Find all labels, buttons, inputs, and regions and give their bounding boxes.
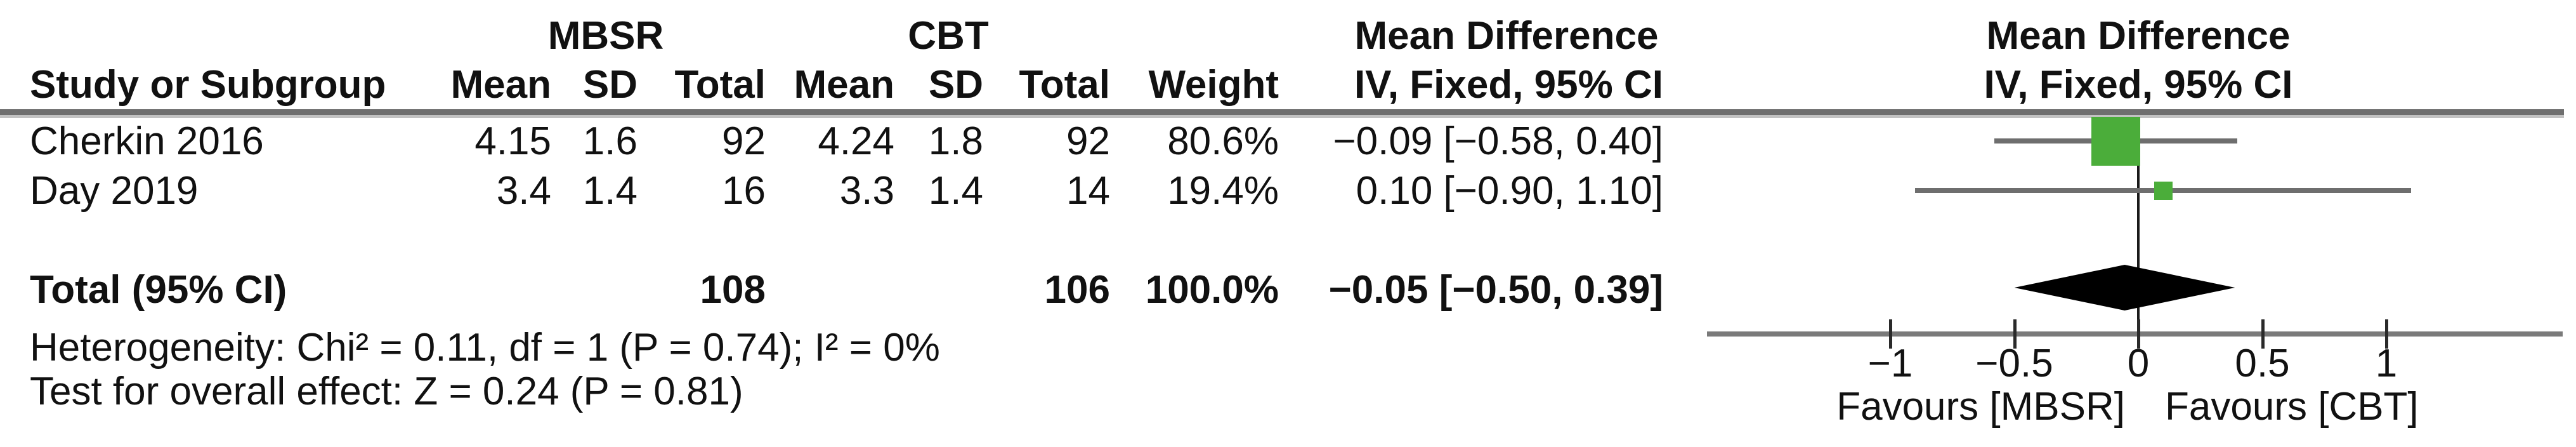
group2-total-value: 92: [1066, 119, 1110, 163]
total-row-label: Total (95% CI): [30, 268, 287, 312]
group2-mean-value: 4.24: [818, 119, 894, 163]
effect-estimate-text: −0.09 [−0.58, 0.40]: [1333, 119, 1663, 163]
axis-line: [1706, 331, 2563, 337]
group1-sd-header: SD: [582, 63, 637, 107]
zero-reference-line: [2137, 118, 2140, 337]
group1-total-value: 16: [722, 169, 766, 213]
pooled-diamond: [2014, 265, 2235, 310]
favours-right-label: Favours [CBT]: [2165, 385, 2419, 429]
study-name: Day 2019: [30, 169, 199, 213]
header-separator-line-shadow: [0, 115, 2564, 118]
study-column-header: Study or Subgroup: [30, 63, 386, 107]
group1-mean-value: 4.15: [474, 119, 551, 163]
effect-estimate-text: 0.10 [−0.90, 1.10]: [1356, 169, 1663, 213]
group2-header: CBT: [908, 14, 989, 58]
effect-header-left-line2: IV, Fixed, 95% CI: [1354, 63, 1663, 107]
weight-value: 80.6%: [1167, 119, 1279, 163]
weight-column-header: Weight: [1148, 63, 1279, 107]
header-separator-line: [0, 109, 2564, 115]
group2-mean-header: Mean: [794, 63, 894, 107]
group1-grand-total: 108: [700, 268, 766, 312]
group2-sd-value: 1.8: [928, 119, 983, 163]
group1-header: MBSR: [547, 14, 664, 58]
axis-tick-label: −1: [1867, 342, 1913, 385]
axis-tick-label: −0.5: [1975, 342, 2053, 385]
group1-sd-value: 1.6: [582, 119, 637, 163]
axis-tick: [2137, 319, 2140, 349]
group2-mean-value: 3.3: [839, 169, 894, 213]
effect-header-right-line2: IV, Fixed, 95% CI: [1984, 63, 2293, 107]
axis-tick: [1889, 319, 1892, 349]
group1-mean-header: Mean: [450, 63, 551, 107]
overall-effect-note: Test for overall effect: Z = 0.24 (P = 0…: [30, 370, 743, 413]
group2-total-header: Total: [1019, 63, 1111, 107]
group2-total-value: 14: [1066, 169, 1110, 213]
group2-sd-header: SD: [928, 63, 983, 107]
group1-total-value: 92: [722, 119, 766, 163]
axis-tick: [2261, 319, 2265, 349]
axis-tick: [2385, 319, 2388, 349]
axis-tick: [2013, 319, 2017, 349]
total-weight-value: 100.0%: [1145, 268, 1279, 312]
group1-total-header: Total: [674, 63, 766, 107]
axis-tick-label: 0: [2127, 342, 2150, 385]
effect-square: [2091, 116, 2141, 166]
group2-sd-value: 1.4: [928, 169, 983, 213]
pooled-effect-text: −0.05 [−0.50, 0.39]: [1328, 268, 1663, 312]
effect-square: [2154, 181, 2173, 200]
group1-sd-value: 1.4: [582, 169, 637, 213]
heterogeneity-note: Heterogeneity: Chi² = 0.11, df = 1 (P = …: [30, 326, 940, 370]
group2-grand-total: 106: [1044, 268, 1110, 312]
study-name: Cherkin 2016: [30, 119, 264, 163]
axis-tick-label: 1: [2375, 342, 2398, 385]
favours-left-label: Favours [MBSR]: [1836, 385, 2125, 429]
group1-mean-value: 3.4: [496, 169, 551, 213]
effect-header-left-line1: Mean Difference: [1354, 14, 1659, 58]
weight-value: 19.4%: [1167, 169, 1279, 213]
effect-header-right-line1: Mean Difference: [1986, 14, 2291, 58]
axis-tick-label: 0.5: [2235, 342, 2290, 385]
